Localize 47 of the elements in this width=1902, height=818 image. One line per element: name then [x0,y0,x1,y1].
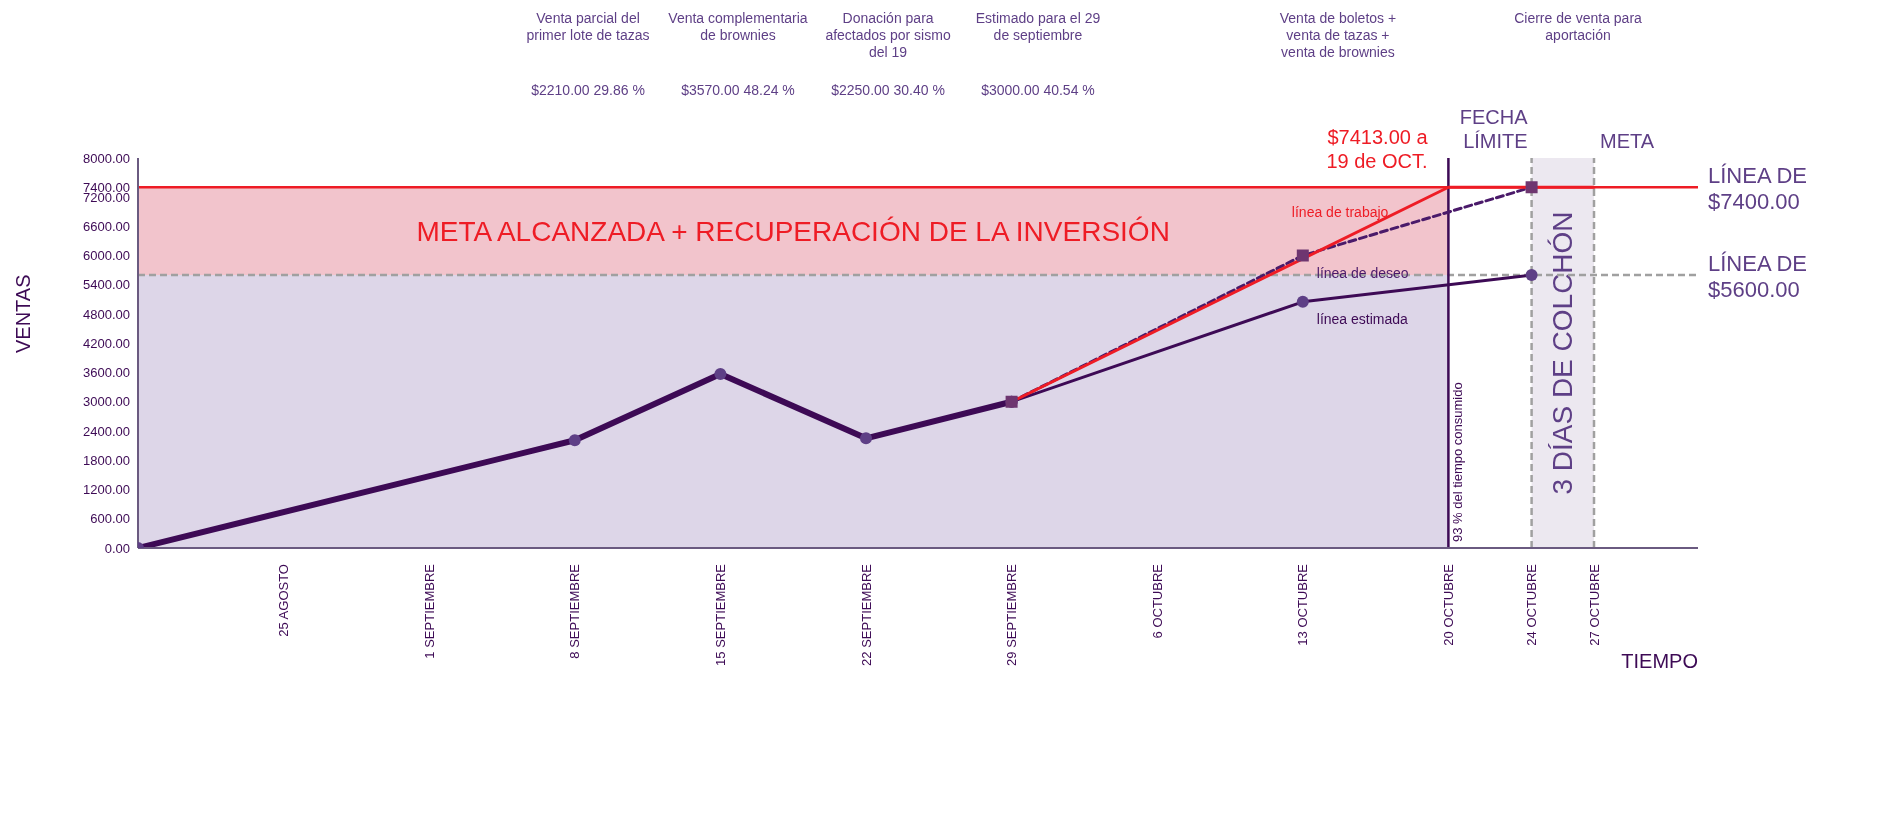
y-tick-label: 3000.00 [83,394,130,410]
text: Venta complementaria de brownies [667,10,808,44]
ref-line-label: FECHA LÍMITE [1459,106,1529,152]
text: $3000.00 40.54 % [980,82,1096,99]
y-tick-label: 1200.00 [83,482,130,498]
text: $2210.00 29.86 % [530,82,646,99]
ref-line-label: LÍNEA DE $5600.00 [1708,251,1808,302]
x-tick-label: 20 OCTUBRE [1440,563,1456,646]
series-label: línea de trabajo [1291,204,1389,221]
y-axis-title: VENTAS [12,274,35,353]
y-tick-label: 8000.00 [83,150,130,166]
x-tick-label: 15 SEPTIEMBRE [712,563,728,666]
ref-line-label: META [1600,130,1655,152]
text: $3570.00 48.24 % [680,82,796,99]
text: $2250.00 30.40 % [830,82,946,99]
y-tick-label: 1800.00 [83,452,130,468]
band-label: META ALCANZADA + RECUPERACIÓN DE LA INVERSIÓN [416,216,1170,248]
y-tick-label: 600.00 [90,511,130,527]
x-tick-label: 1 SEPTIEMBRE [421,563,437,659]
series-label: línea de deseo [1316,264,1409,281]
x-tick-label: 24 OCTUBRE [1524,563,1540,646]
y-tick-label: 5400.00 [83,277,130,293]
ref-line-label: LÍNEA DE $7400.00 [1708,163,1808,215]
y-tick-label: 4200.00 [83,335,130,351]
x-axis-title: TIEMPO [1621,650,1698,672]
ref-line-label: 93 % del tiempo consumido [1450,382,1466,542]
text: Estimado para el 29 de septiembre [974,10,1102,44]
y-tick-label: 2400.00 [83,423,130,439]
x-tick-label: 25 AGOSTO [276,564,292,637]
x-tick-label: 22 SEPTIEMBRE [858,563,874,666]
x-tick-label: 27 OCTUBRE [1586,563,1602,646]
series-label: línea estimada [1316,310,1409,327]
band-label: 3 DÍAS DE COLCHÓN [1547,211,1579,495]
y-tick-label: 6600.00 [83,218,130,234]
x-tick-label: 6 OCTUBRE [1149,563,1165,639]
x-tick-label: 13 OCTUBRE [1295,563,1311,646]
x-tick-label: 29 SEPTIEMBRE [1004,563,1020,666]
y-tick-label: 4800.00 [83,306,130,322]
y-tick-label: 3600.00 [83,365,130,381]
y-tick-label: 0.00 [104,540,130,556]
text: Cierre de venta para aportación [1513,10,1643,44]
text: Donación para afectados por sismo del 19 [824,10,952,61]
text: Venta parcial del primer lote de tazas [525,10,651,44]
x-tick-label: 8 SEPTIEMBRE [567,563,583,659]
y-tick-label: 6000.00 [83,248,130,264]
annotation: $7413.00 a 19 de OCT. [1325,125,1428,174]
text: Venta de boletos + venta de tazas + venta de brownies [1278,10,1398,61]
